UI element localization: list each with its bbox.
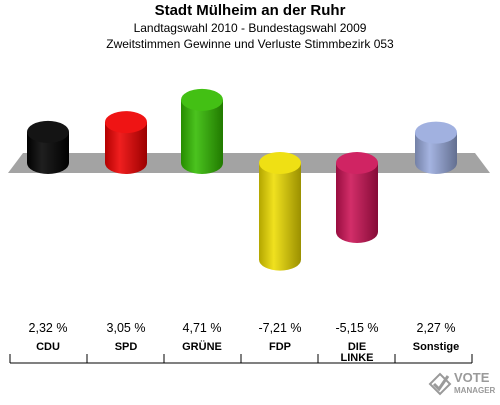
chart-subtitle-district: Zweitstimmen Gewinne und Verluste Stimmb… <box>106 37 394 51</box>
logo-text-manager: MANAGER <box>454 386 496 395</box>
value-label: 2,32 % <box>29 321 68 335</box>
vote-manager-logo: VOTE MANAGER <box>426 366 500 400</box>
bar-spd <box>105 111 147 174</box>
ballot-check-icon <box>428 372 452 396</box>
chart-subtitle-election: Landtagswahl 2010 - Bundestagswahl 2009 <box>133 21 367 35</box>
value-label: 3,05 % <box>107 321 146 335</box>
bar-cdu <box>27 120 69 174</box>
bar-fdp <box>259 152 301 271</box>
value-label: 2,27 % <box>417 321 456 335</box>
value-label: -7,21 % <box>258 321 301 335</box>
category-label: SPD <box>115 341 138 353</box>
category-label: Sonstige <box>413 341 459 353</box>
bar-gr-ne <box>181 88 223 174</box>
category-label: FDP <box>269 341 291 353</box>
value-labels-group: 2,32 % 3,05 % 4,71 % -7,21 % -5,15 % 2,27 % <box>29 321 456 335</box>
logo-text-vote: VOTE <box>454 370 490 385</box>
bars-group <box>27 88 457 271</box>
bar-die-linke <box>336 152 378 244</box>
category-label: GRÜNE <box>182 340 222 353</box>
chart-title: Stadt Mülheim an der Ruhr <box>154 2 346 19</box>
value-label: 4,71 % <box>183 321 222 335</box>
bar-sonstige <box>415 121 457 174</box>
category-label: LINKE <box>341 352 374 364</box>
value-label: -5,15 % <box>335 321 378 335</box>
category-label: CDU <box>36 341 60 353</box>
category-label: DIE <box>348 341 366 353</box>
